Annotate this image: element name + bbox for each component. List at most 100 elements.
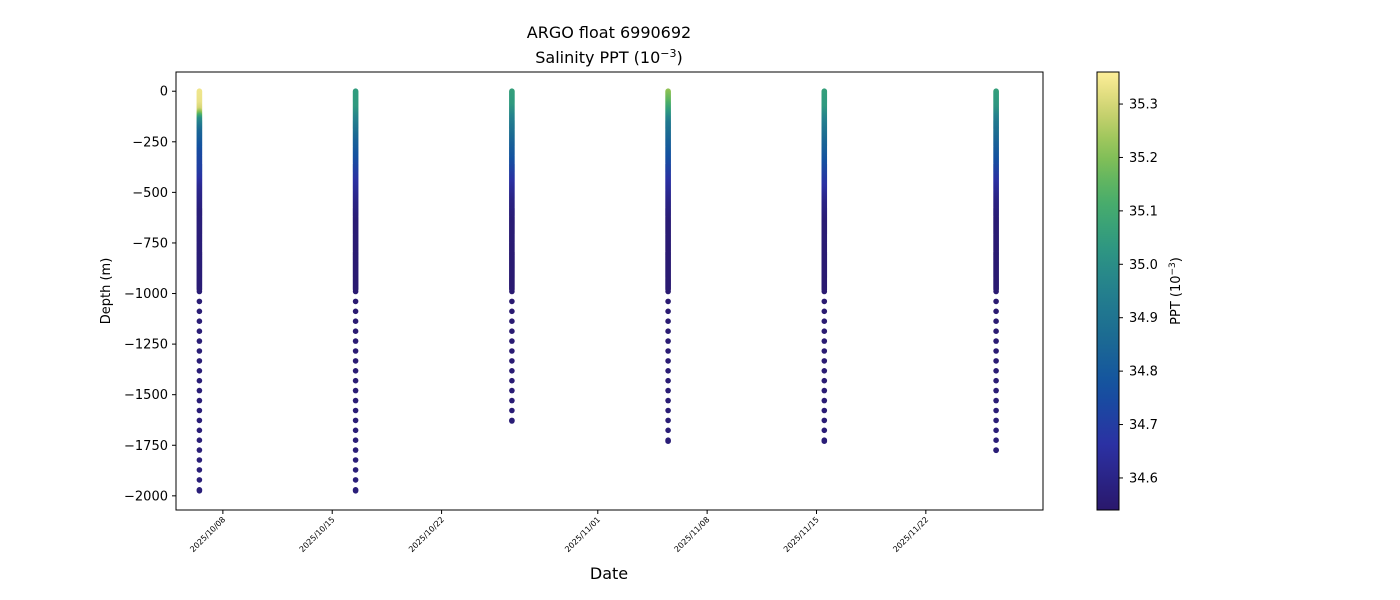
data-point: [352, 457, 359, 463]
data-point: [352, 348, 359, 354]
data-point: [821, 308, 828, 315]
data-point: [196, 308, 203, 315]
data-point: [821, 298, 828, 305]
data-point: [196, 328, 203, 335]
data-point: [196, 447, 203, 453]
colorbar-tick-label: 34.9: [1129, 311, 1158, 326]
data-point: [352, 308, 359, 315]
data-point: [993, 417, 999, 424]
data-point: [196, 457, 203, 463]
y-tick-label: −2000: [124, 489, 168, 504]
x-axis-title: Date: [590, 564, 628, 583]
data-point: [665, 318, 671, 325]
chart-title: ARGO float 6990692: [527, 23, 691, 42]
colorbar-tick-label: 35.0: [1129, 258, 1158, 273]
data-point: [196, 377, 203, 384]
plot-frame: [175, 71, 1044, 511]
colorbar-ticks: 34.6 34.7 34.8 34.9 35.0 35.1 35.2 35.3: [1119, 98, 1158, 486]
data-point: [993, 397, 999, 404]
data-point: [352, 387, 359, 394]
data-point: [665, 368, 671, 374]
data-point: [509, 397, 515, 404]
data-point: [196, 387, 203, 394]
data-point: [352, 368, 359, 374]
y-tick-label: −250: [132, 135, 168, 150]
data-point: [821, 318, 828, 325]
data-point: [821, 387, 828, 394]
data-point: [665, 417, 671, 424]
data-point: [196, 318, 203, 325]
data-point: [821, 358, 828, 364]
data-point: [821, 417, 828, 424]
data-point: [352, 338, 359, 344]
data-point: [821, 338, 828, 344]
data-point: [509, 308, 515, 315]
data-point: [993, 338, 999, 344]
x-tick-label: 2025/10/08: [188, 515, 227, 554]
data-point: [196, 477, 203, 483]
data-point: [509, 328, 515, 335]
x-tick-label: 2025/11/01: [563, 515, 602, 554]
y-axis: 0 −250 −500 −750 −1000 −1250 −1500 −1750 −2000: [124, 85, 176, 504]
data-point: [993, 348, 999, 354]
data-point: [665, 358, 671, 364]
y-tick-label: −1000: [124, 287, 168, 302]
data-point: [352, 427, 359, 434]
data-point: [352, 288, 359, 295]
colorbar-tick-label: 34.6: [1129, 471, 1158, 486]
x-tick-label: 2025/11/15: [782, 515, 821, 554]
data-point: [196, 288, 203, 295]
data-point: [509, 377, 515, 384]
data-point: [993, 318, 999, 325]
data-point: [352, 377, 359, 384]
data-point: [821, 348, 828, 354]
data-point: [196, 427, 203, 434]
data-point: [993, 447, 999, 454]
data-point: [509, 338, 515, 344]
colorbar-tick-label: 35.2: [1129, 151, 1158, 166]
y-tick-label: −750: [132, 236, 168, 251]
data-point: [821, 328, 828, 335]
data-point: [352, 437, 359, 444]
data-point: [196, 358, 203, 364]
data-point: [665, 328, 671, 335]
x-tick-label: 2025/10/15: [298, 515, 337, 554]
data-point: [509, 418, 515, 424]
data-point: [665, 438, 671, 445]
y-tick-label: −1250: [124, 338, 168, 353]
data-point: [352, 358, 359, 364]
data-point: [993, 298, 999, 305]
data-point: [665, 397, 671, 404]
colorbar-tick-label: 34.8: [1129, 365, 1158, 380]
data-point: [196, 467, 203, 473]
colorbar-tick-label: 35.1: [1129, 204, 1158, 219]
y-tick-label: 0: [160, 85, 168, 100]
data-point: [665, 348, 671, 354]
data-point: [665, 288, 671, 295]
data-point: [509, 288, 515, 295]
data-point: [196, 368, 203, 374]
data-point: [665, 427, 671, 434]
data-point: [509, 407, 515, 414]
data-point: [509, 348, 515, 354]
data-point: [665, 338, 671, 344]
data-point: [821, 368, 828, 374]
data-point: [821, 407, 828, 414]
y-tick-label: −500: [132, 186, 168, 201]
data-point: [196, 298, 203, 305]
y-tick-label: −1500: [124, 388, 168, 403]
x-tick-label: 2025/10/22: [407, 515, 446, 554]
y-tick-label: −1750: [124, 439, 168, 454]
data-point: [993, 437, 999, 444]
data-point: [196, 488, 203, 494]
data-point: [993, 377, 999, 384]
data-point: [352, 488, 359, 494]
colorbar-tick-label: 34.7: [1129, 418, 1158, 433]
data-point: [993, 308, 999, 315]
x-tick-label: 2025/11/08: [673, 515, 712, 554]
data-point: [196, 417, 203, 424]
colorbar: [1096, 71, 1120, 511]
data-point: [993, 328, 999, 335]
x-tick-label: 2025/11/22: [891, 515, 930, 554]
data-point: [196, 437, 203, 444]
